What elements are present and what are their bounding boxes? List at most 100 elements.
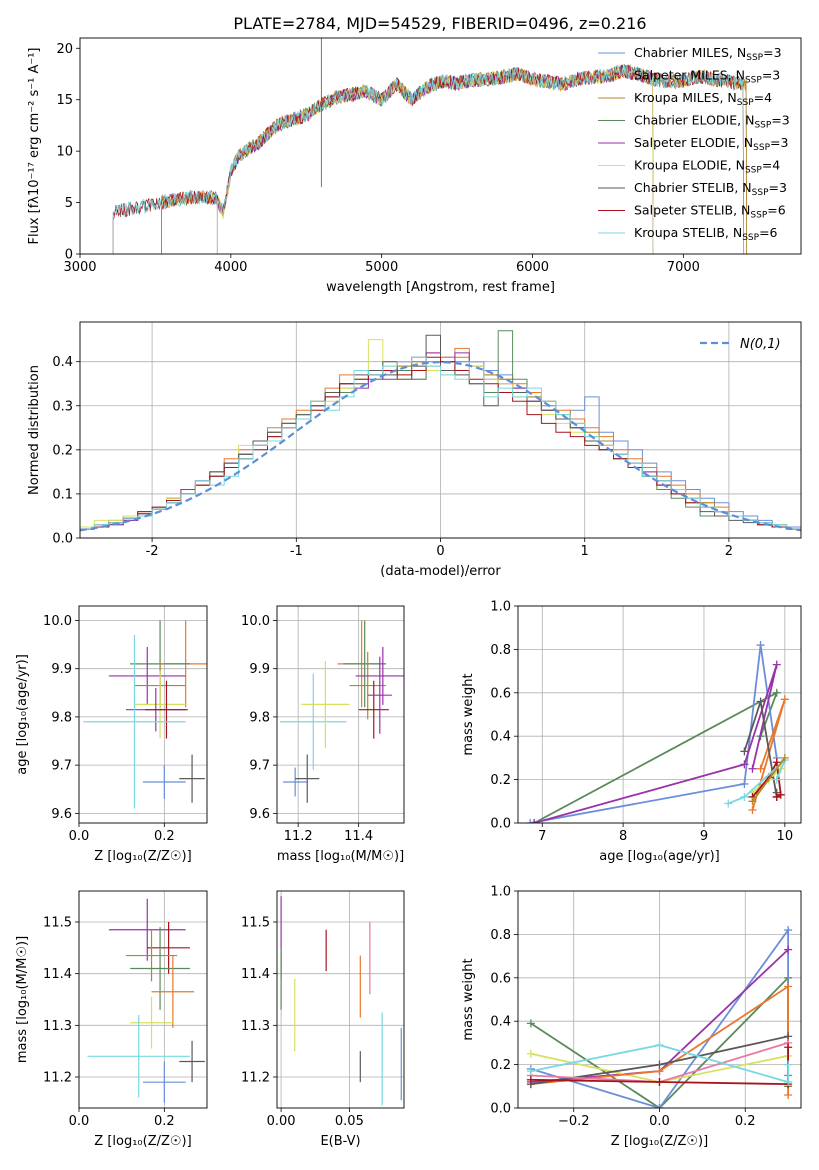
spectrum-series-line bbox=[216, 64, 654, 254]
weight_vs_Z-marker bbox=[784, 1043, 793, 1052]
age_vs_Z-xlabel: Z [log₁₀(Z/Z☉)] bbox=[94, 849, 191, 864]
mass_vs_Z-frame bbox=[78, 890, 208, 1109]
weight_vs_age-marker bbox=[772, 758, 781, 767]
mass_vs_Z-ytick-label: 11.5 bbox=[43, 916, 72, 931]
spectrum-legend-label: Kroupa ELODIE, NSSP=4 bbox=[634, 158, 780, 176]
residuals-ytick-label: 0.0 bbox=[52, 532, 73, 547]
weight_vs_Z-ytick-label: 0.8 bbox=[490, 928, 511, 943]
weight_vs_age-xtick-label: 9 bbox=[700, 829, 708, 844]
age_vs_mass-xtick-label: 11.4 bbox=[344, 829, 373, 844]
weight_vs_Z-xlabel: Z [log₁₀(Z/Z☉)] bbox=[611, 1134, 708, 1149]
residuals-ytick-label: 0.2 bbox=[52, 443, 73, 458]
mass_vs_ebv-ytick-label: 11.4 bbox=[241, 967, 270, 982]
mass_vs_Z-ytick-label: 11.4 bbox=[43, 967, 72, 982]
mass_vs_ebv-ytick-label: 11.2 bbox=[241, 1071, 270, 1086]
weight_vs_age-plot-area bbox=[526, 641, 789, 823]
spectrum-legend-rest: =3 bbox=[770, 135, 788, 150]
spectrum-ytick-label: 0 bbox=[65, 248, 73, 263]
spectrum-series-line bbox=[216, 65, 654, 254]
spectrum-legend-sub: SSP bbox=[745, 166, 762, 176]
weight_vs_Z-marker bbox=[784, 945, 793, 954]
weight_vs_Z-marker bbox=[784, 1077, 793, 1086]
weight_vs_age-xtick-label: 10 bbox=[777, 829, 794, 844]
weight_vs_age-marker bbox=[772, 660, 781, 669]
weight_vs_Z-ytick-label: 0.2 bbox=[490, 1058, 511, 1073]
spectrum-legend-sub: SSP bbox=[752, 188, 769, 198]
weight_vs_age-ytick-label: 0.6 bbox=[490, 686, 511, 701]
weight_vs_age-ytick-label: 0.2 bbox=[490, 773, 511, 788]
spectrum-series-line bbox=[112, 64, 745, 254]
spectrum-legend-label: Kroupa STELIB, NSSP=6 bbox=[634, 225, 778, 243]
spectrum-ytick-label: 10 bbox=[56, 145, 73, 160]
spectrum-xtick-label: 4000 bbox=[214, 260, 247, 275]
weight_vs_age-ytick-label: 0.4 bbox=[490, 730, 511, 745]
weight_vs_age-marker bbox=[776, 790, 785, 799]
mass_vs_Z-xlabel: Z [log₁₀(Z/Z☉)] bbox=[94, 1134, 191, 1149]
weight_vs_age-series-line bbox=[533, 690, 779, 823]
mass_vs_Z-xtick-label: 0.0 bbox=[69, 1114, 90, 1129]
spectrum-series-line bbox=[216, 63, 654, 254]
spectrum-legend-sub: SSP bbox=[753, 143, 770, 153]
residuals-xtick-label: 2 bbox=[725, 544, 733, 559]
spectrum-series-line bbox=[112, 64, 745, 254]
age_vs_mass-xtick-label: 11.2 bbox=[284, 829, 313, 844]
spectrum-legend-rest: =6 bbox=[759, 225, 777, 240]
mass_vs_Z-xtick-label: 0.2 bbox=[154, 1114, 175, 1129]
figure-title: PLATE=2784, MJD=54529, FIBERID=0496, z=0… bbox=[233, 14, 646, 33]
normal-curve bbox=[80, 360, 801, 532]
weight_vs_age-ytick-label: 0.8 bbox=[490, 643, 511, 658]
age_vs_Z-xtick-label: 0.0 bbox=[69, 829, 90, 844]
age_vs_Z-ylabel: age [log₁₀(age/yr)] bbox=[15, 654, 30, 775]
weight_vs_Z-xtick-label: 0.0 bbox=[649, 1114, 670, 1129]
weight_vs_age-marker bbox=[772, 775, 781, 784]
residuals-plot-area bbox=[80, 330, 801, 532]
age_vs_mass-ytick-label: 10.0 bbox=[241, 614, 270, 629]
spectrum-plot-area bbox=[112, 38, 748, 254]
weight_vs_Z-marker bbox=[784, 982, 793, 991]
mass_vs_ebv-axes: 0.00 0.05 11.2 11.3 11.4 11.5 E(B-V) bbox=[241, 890, 405, 1149]
age_vs_mass-ytick-label: 9.6 bbox=[249, 807, 270, 822]
residuals-ylabel: Normed distribution bbox=[27, 365, 42, 495]
mass_vs_Z-ytick-label: 11.2 bbox=[43, 1071, 72, 1086]
residual-histogram bbox=[80, 356, 801, 530]
spectrum-legend-rest: =3 bbox=[763, 45, 781, 60]
weight_vs_age-marker bbox=[530, 819, 539, 823]
weight_vs_Z-xtick-label: 0.2 bbox=[735, 1114, 756, 1129]
age_vs_Z-axes: 0.0 0.2 9.6 9.7 9.8 9.9 10.0 Z [log₁₀(Z/Z☉)] age… bbox=[15, 605, 208, 864]
weight_vs_Z-marker bbox=[784, 1060, 793, 1069]
weight_vs_age-marker bbox=[756, 764, 765, 773]
weight_vs_Z-marker bbox=[655, 1060, 664, 1069]
residuals-ytick-label: 0.3 bbox=[52, 399, 73, 414]
age_vs_mass-ytick-label: 9.7 bbox=[249, 759, 270, 774]
mass_vs_Z-ylabel: mass [log₁₀(M/M☉)] bbox=[15, 936, 30, 1063]
mass_vs_ebv-plot-area bbox=[280, 896, 402, 1106]
age_vs_mass-axes: 11.2 11.4 9.6 9.7 9.8 9.9 10.0 mass [log₁₀(M/M☉… bbox=[241, 605, 405, 864]
weight_vs_age-series-line bbox=[751, 757, 786, 802]
spectrum-legend-sub: SSP bbox=[745, 76, 762, 86]
spectrum-xtick-label: 6000 bbox=[516, 260, 549, 275]
weight_vs_age-ytick-label: 1.0 bbox=[490, 600, 511, 615]
spectrum-legend-rest: =6 bbox=[767, 203, 785, 218]
spectrum-ytick-label: 15 bbox=[56, 93, 73, 108]
spectrum-frame bbox=[79, 37, 802, 255]
weight_vs_age-xtick-label: 7 bbox=[538, 829, 546, 844]
age_vs_mass-xlabel: mass [log₁₀(M/M☉)] bbox=[277, 849, 404, 864]
weight_vs_Z-marker bbox=[526, 1049, 535, 1058]
spectrum-legend-label: Chabrier STELIB, NSSP=3 bbox=[634, 180, 787, 198]
mass_vs_ebv-ytick-label: 11.3 bbox=[241, 1019, 270, 1034]
weight_vs_age-axes: 7 8 9 10 0.0 0.2 0.4 0.6 0.8 1.0 age [log₁₀(age/yr… bbox=[461, 600, 802, 864]
spectrum-legend-sub: SSP bbox=[754, 121, 771, 131]
residual-histogram bbox=[80, 356, 801, 530]
residuals-xtick-label: 1 bbox=[581, 544, 589, 559]
spectrum-ytick-label: 20 bbox=[56, 42, 73, 57]
spectrum-legend-label: Kroupa MILES, NSSP=4 bbox=[634, 90, 772, 108]
spectrum-legend-rest: =3 bbox=[771, 113, 789, 128]
weight_vs_Z-ytick-label: 1.0 bbox=[490, 885, 511, 900]
weight_vs_age-ylabel: mass weight bbox=[461, 673, 476, 755]
weight_vs_age-marker bbox=[740, 760, 749, 769]
spectrum-legend-rest: =3 bbox=[762, 68, 780, 83]
spectrum-xtick-label: 7000 bbox=[667, 260, 700, 275]
weight_vs_Z-marker bbox=[655, 1077, 664, 1086]
weight_vs_Z-marker bbox=[655, 1104, 664, 1108]
